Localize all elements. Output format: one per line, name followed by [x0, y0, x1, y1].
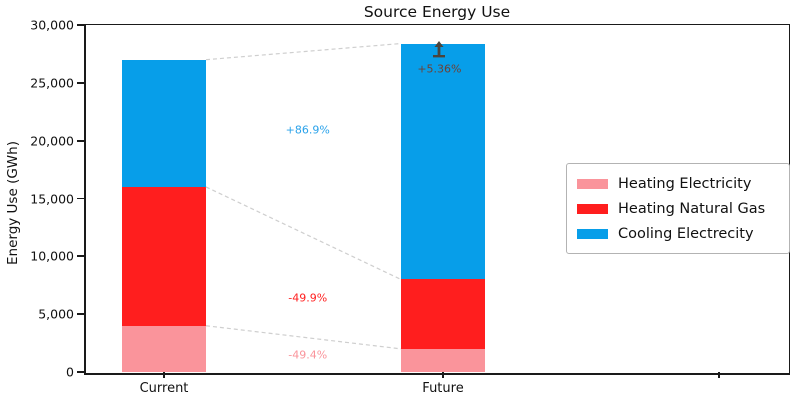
annotation-label: -49.9% — [288, 291, 328, 304]
legend-label: Cooling Electrecity — [618, 225, 754, 242]
annotation-label: +5.36% — [417, 62, 462, 76]
y-tick-mark — [77, 371, 84, 373]
y-tick-mark — [77, 255, 84, 258]
legend: Heating Electricity Heating Natural Gas Co… — [566, 163, 790, 254]
x-tick-mark — [718, 372, 720, 378]
legend-swatch-icon — [577, 203, 608, 214]
bar-segment — [122, 59, 206, 187]
y-tick-label: 25,000 — [30, 75, 74, 91]
y-tick-mark — [77, 197, 84, 200]
bar-segment — [401, 348, 485, 372]
legend-swatch-icon — [577, 228, 608, 239]
x-tick-mark — [442, 372, 444, 378]
y-tick-label: 10,000 — [30, 248, 74, 264]
y-tick-mark — [77, 313, 84, 316]
chart-title: Source Energy Use — [363, 3, 511, 21]
legend-label: Heating Electricity — [618, 175, 752, 192]
legend-entry: Heating Electricity — [577, 171, 779, 196]
up-arrow-icon — [431, 40, 447, 62]
y-tick-label: 5,000 — [38, 306, 74, 322]
annotation-label: -49.4% — [288, 348, 328, 362]
bar-segment — [401, 279, 485, 349]
x-tick-label: Current — [139, 381, 189, 396]
bar-segment — [122, 325, 206, 372]
y-tick-label: 0 — [66, 364, 74, 380]
x-tick-label: Future — [422, 381, 464, 396]
y-tick-label: 20,000 — [30, 133, 74, 149]
legend-entry: Heating Natural Gas — [577, 196, 779, 221]
y-tick-mark — [77, 81, 84, 84]
legend-swatch-icon — [577, 178, 608, 189]
bar-segment — [122, 186, 206, 326]
y-tick-label: 15,000 — [30, 191, 74, 206]
connector-lines — [205, 42, 402, 350]
y-tick-mark — [77, 24, 84, 26]
x-tick-mark — [163, 372, 165, 378]
legend-entry: Cooling Electrecity — [577, 221, 779, 246]
y-tick-label: 30,000 — [30, 17, 74, 33]
bar-segment — [401, 43, 485, 280]
legend-label: Heating Natural Gas — [618, 200, 766, 217]
annotation-label: +86.9% — [285, 123, 330, 137]
y-tick-mark — [77, 139, 84, 142]
